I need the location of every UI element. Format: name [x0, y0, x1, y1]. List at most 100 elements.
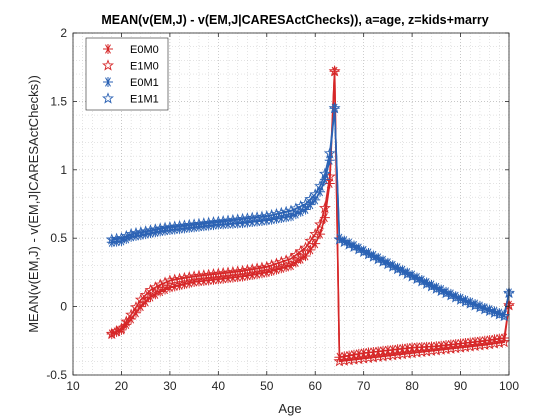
data-point-E0M1	[416, 275, 427, 286]
data-point-E1M1	[386, 260, 399, 272]
data-point-E1M1	[396, 265, 409, 277]
data-point-E1M1	[159, 221, 172, 234]
data-point-E1M1	[391, 262, 404, 275]
data-point-E1M1	[270, 207, 283, 220]
data-point-E1M0	[178, 271, 191, 284]
series-E0M1	[106, 103, 514, 320]
x-tick-label: 60	[309, 379, 323, 393]
data-point-E1M1	[314, 179, 327, 192]
data-point-E1M0	[473, 339, 486, 351]
data-point-E1M1	[352, 243, 365, 255]
data-point-E1M0	[149, 281, 162, 293]
data-point-E1M1	[440, 286, 453, 299]
data-point-E1M1	[401, 267, 414, 280]
data-point-E0M1	[387, 260, 398, 271]
data-point-E0M1	[455, 293, 466, 304]
data-point-E0M0	[237, 271, 248, 282]
data-point-E0M1	[247, 217, 258, 228]
x-tick-label: 70	[357, 379, 371, 393]
data-point-E1M1	[469, 299, 482, 311]
data-point-E1M1	[236, 212, 249, 225]
data-point-E0M1	[358, 245, 369, 256]
data-point-E0M0	[266, 266, 277, 277]
data-point-E1M0	[444, 342, 457, 354]
data-point-E1M1	[318, 167, 331, 179]
y-tick-label: 0	[60, 300, 67, 314]
data-point-E1M0	[120, 315, 133, 327]
data-point-E0M0	[121, 319, 132, 330]
data-point-E1M1	[285, 204, 297, 216]
data-point-E0M1	[310, 194, 321, 205]
data-point-E1M1	[246, 211, 259, 224]
data-point-E1M0	[173, 272, 186, 285]
data-point-E1M1	[498, 309, 511, 322]
data-point-E1M1	[410, 272, 423, 285]
data-point-E1M0	[285, 252, 297, 264]
data-point-E0M1	[150, 227, 161, 238]
data-point-E1M1	[275, 206, 288, 219]
data-point-E0M1	[339, 235, 350, 246]
data-point-E0M1	[121, 233, 132, 244]
data-point-E1M0	[159, 276, 172, 288]
data-point-E1M0	[304, 234, 317, 247]
data-point-E1M0	[129, 300, 142, 313]
data-point-E1M1	[154, 222, 167, 234]
data-point-E1M0	[318, 201, 331, 214]
series-E1M1	[105, 101, 515, 322]
data-point-E1M0	[406, 346, 419, 359]
data-point-E0M1	[266, 214, 277, 225]
data-point-E0M0	[256, 268, 267, 279]
x-tick-label: 50	[260, 379, 274, 393]
data-point-E0M0	[242, 270, 253, 281]
data-point-E1M0	[294, 245, 307, 257]
data-point-E0M1	[474, 301, 485, 312]
data-point-E1M1	[207, 216, 220, 228]
data-point-E1M0	[440, 342, 453, 355]
data-point-E1M1	[251, 211, 264, 223]
data-point-E1M0	[352, 352, 365, 365]
data-point-E1M1	[347, 240, 360, 253]
data-point-E0M0	[145, 292, 156, 303]
x-tick-label: 40	[212, 379, 226, 393]
data-point-E0M0	[247, 269, 258, 280]
data-point-E0M1	[460, 295, 471, 306]
y-tick-label: -0.5	[46, 368, 67, 382]
data-point-E0M1	[261, 215, 272, 226]
data-point-E1M1	[362, 248, 375, 260]
data-point-E0M1	[174, 223, 185, 234]
x-tick-label: 100	[499, 379, 519, 393]
data-point-E1M1	[430, 282, 443, 294]
data-point-E1M0	[270, 257, 283, 269]
data-point-E1M1	[173, 219, 186, 232]
data-point-E1M0	[309, 227, 322, 240]
data-point-E1M1	[192, 217, 205, 230]
data-point-E1M1	[309, 188, 322, 200]
data-point-E1M1	[139, 225, 152, 237]
data-point-E0M1	[436, 284, 447, 295]
data-point-E1M1	[444, 289, 457, 301]
data-point-E1M0	[425, 344, 438, 357]
legend: E0M0 E1M0 E0M1 E1M1	[85, 37, 169, 111]
data-point-E1M1	[333, 233, 346, 245]
data-point-E0M0	[155, 286, 166, 297]
data-point-E0M0	[276, 263, 287, 274]
data-point-E1M0	[188, 270, 201, 282]
data-point-E0M1	[169, 224, 180, 235]
data-point-E0M1	[426, 279, 437, 290]
data-point-E0M1	[431, 282, 442, 293]
data-point-E0M1	[252, 216, 263, 227]
data-point-E1M1	[120, 229, 133, 242]
data-point-E0M1	[145, 228, 156, 239]
data-point-E1M1	[134, 225, 147, 238]
data-point-E0M0	[223, 273, 234, 284]
data-point-E0M1	[382, 257, 393, 268]
data-point-E1M0	[314, 218, 327, 230]
data-point-E1M0	[459, 340, 472, 353]
data-point-E0M1	[193, 221, 204, 232]
data-point-E0M1	[402, 267, 413, 278]
data-point-E1M1	[343, 238, 356, 250]
data-point-E1M1	[149, 223, 162, 235]
data-point-E1M1	[260, 210, 273, 222]
data-point-E1M0	[381, 349, 394, 361]
data-point-E1M0	[110, 324, 123, 337]
